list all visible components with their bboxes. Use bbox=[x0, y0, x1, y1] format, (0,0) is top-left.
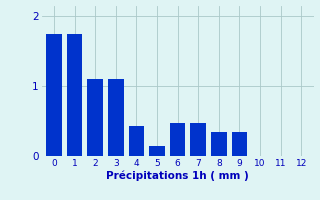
Bar bbox=[232, 132, 247, 156]
Bar bbox=[67, 34, 82, 156]
Bar bbox=[87, 79, 103, 156]
Bar bbox=[46, 34, 62, 156]
X-axis label: Précipitations 1h ( mm ): Précipitations 1h ( mm ) bbox=[106, 171, 249, 181]
Bar bbox=[149, 146, 165, 156]
Bar bbox=[190, 123, 206, 156]
Bar bbox=[211, 132, 227, 156]
Bar bbox=[108, 79, 124, 156]
Bar bbox=[170, 123, 185, 156]
Bar bbox=[129, 126, 144, 156]
